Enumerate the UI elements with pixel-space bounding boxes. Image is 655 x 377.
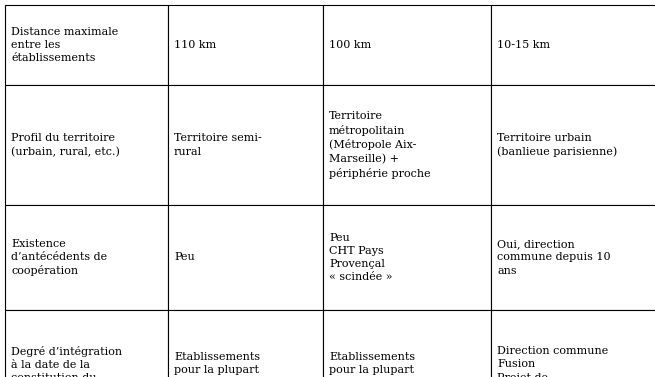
Bar (491, 85, 655, 205)
Bar (5, 85, 168, 205)
Text: 10-15 km: 10-15 km (497, 40, 550, 50)
Text: Oui, direction
commune depuis 10
ans: Oui, direction commune depuis 10 ans (497, 239, 610, 276)
Bar (5, 5, 168, 85)
Bar (323, 85, 491, 205)
Text: Etablissements
pour la plupart
indépendants: Etablissements pour la plupart indépenda… (329, 352, 415, 377)
Bar (5, 205, 168, 310)
Text: Territoire urbain
(banlieue parisienne): Territoire urbain (banlieue parisienne) (497, 133, 617, 157)
Bar (168, 205, 323, 310)
Text: Existence
d’antécédents de
coopération: Existence d’antécédents de coopération (11, 239, 107, 276)
Bar (168, 85, 323, 205)
Bar (491, 310, 655, 377)
Text: 110 km: 110 km (174, 40, 216, 50)
Bar (323, 5, 491, 85)
Bar (168, 310, 323, 377)
Bar (491, 205, 655, 310)
Text: Distance maximale
entre les
établissements: Distance maximale entre les établissemen… (11, 27, 119, 63)
Bar (5, 310, 168, 377)
Text: Direction commune
Fusion
Projet de
regroupement: Direction commune Fusion Projet de regro… (497, 346, 608, 377)
Text: Degré d’intégration
à la date de la
constitution du
GHT: Degré d’intégration à la date de la cons… (11, 346, 122, 377)
Text: Etablissements
pour la plupart
indépendants: Etablissements pour la plupart indépenda… (174, 352, 260, 377)
Text: Profil du territoire
(urbain, rural, etc.): Profil du territoire (urbain, rural, etc… (11, 133, 120, 157)
Text: 100 km: 100 km (329, 40, 371, 50)
Text: Territoire
métropolitain
(Métropole Aix-
Marseille) +
périphérie proche: Territoire métropolitain (Métropole Aix-… (329, 111, 430, 179)
Text: Peu
CHT Pays
Provençal
« scindée »: Peu CHT Pays Provençal « scindée » (329, 233, 392, 282)
Text: Peu: Peu (174, 253, 195, 262)
Bar (323, 310, 491, 377)
Bar (168, 5, 323, 85)
Bar (323, 205, 491, 310)
Bar (491, 5, 655, 85)
Text: Territoire semi-
rural: Territoire semi- rural (174, 133, 262, 156)
